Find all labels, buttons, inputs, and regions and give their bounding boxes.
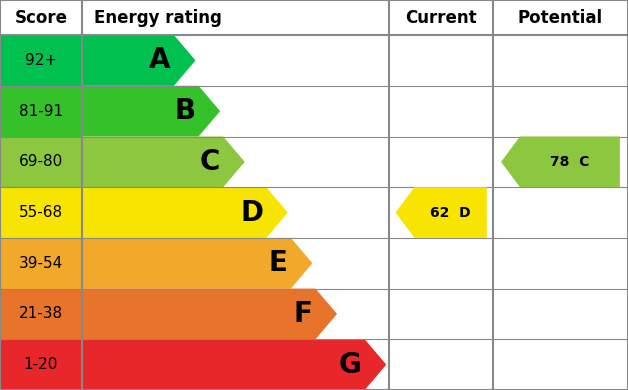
Text: 21-38: 21-38 bbox=[19, 307, 63, 321]
Polygon shape bbox=[82, 187, 288, 238]
Bar bbox=[82, 289, 389, 339]
Text: 92+: 92+ bbox=[24, 53, 57, 68]
Text: 1-20: 1-20 bbox=[24, 357, 58, 372]
Text: Potential: Potential bbox=[518, 9, 603, 27]
Bar bbox=[0, 136, 82, 187]
Text: Current: Current bbox=[405, 9, 477, 27]
Bar bbox=[82, 136, 389, 187]
Text: F: F bbox=[293, 300, 312, 328]
Polygon shape bbox=[82, 35, 195, 86]
Polygon shape bbox=[82, 289, 337, 339]
Text: G: G bbox=[339, 351, 362, 379]
Text: 69-80: 69-80 bbox=[19, 154, 63, 169]
Text: C: C bbox=[200, 148, 220, 176]
Text: B: B bbox=[175, 97, 195, 125]
Text: Score: Score bbox=[14, 9, 67, 27]
Bar bbox=[82, 86, 389, 136]
Polygon shape bbox=[82, 238, 313, 289]
Text: A: A bbox=[149, 46, 171, 74]
Polygon shape bbox=[501, 136, 620, 187]
Bar bbox=[0, 35, 82, 86]
Text: Energy rating: Energy rating bbox=[94, 9, 222, 27]
Bar bbox=[82, 35, 389, 86]
Text: 81-91: 81-91 bbox=[19, 104, 63, 119]
Text: 39-54: 39-54 bbox=[19, 256, 63, 271]
Polygon shape bbox=[82, 339, 386, 390]
Bar bbox=[0, 289, 82, 339]
Polygon shape bbox=[396, 187, 487, 238]
Bar bbox=[82, 187, 389, 238]
Text: 62  D: 62 D bbox=[430, 206, 471, 220]
Bar bbox=[82, 238, 389, 289]
Bar bbox=[0, 187, 82, 238]
Text: E: E bbox=[269, 249, 288, 277]
Polygon shape bbox=[82, 86, 220, 136]
Bar bbox=[0, 86, 82, 136]
Polygon shape bbox=[82, 136, 245, 187]
Text: 78  C: 78 C bbox=[550, 155, 590, 169]
Text: 55-68: 55-68 bbox=[19, 205, 63, 220]
Bar bbox=[82, 339, 389, 390]
Bar bbox=[0, 238, 82, 289]
Text: D: D bbox=[240, 199, 263, 227]
Bar bbox=[0, 339, 82, 390]
